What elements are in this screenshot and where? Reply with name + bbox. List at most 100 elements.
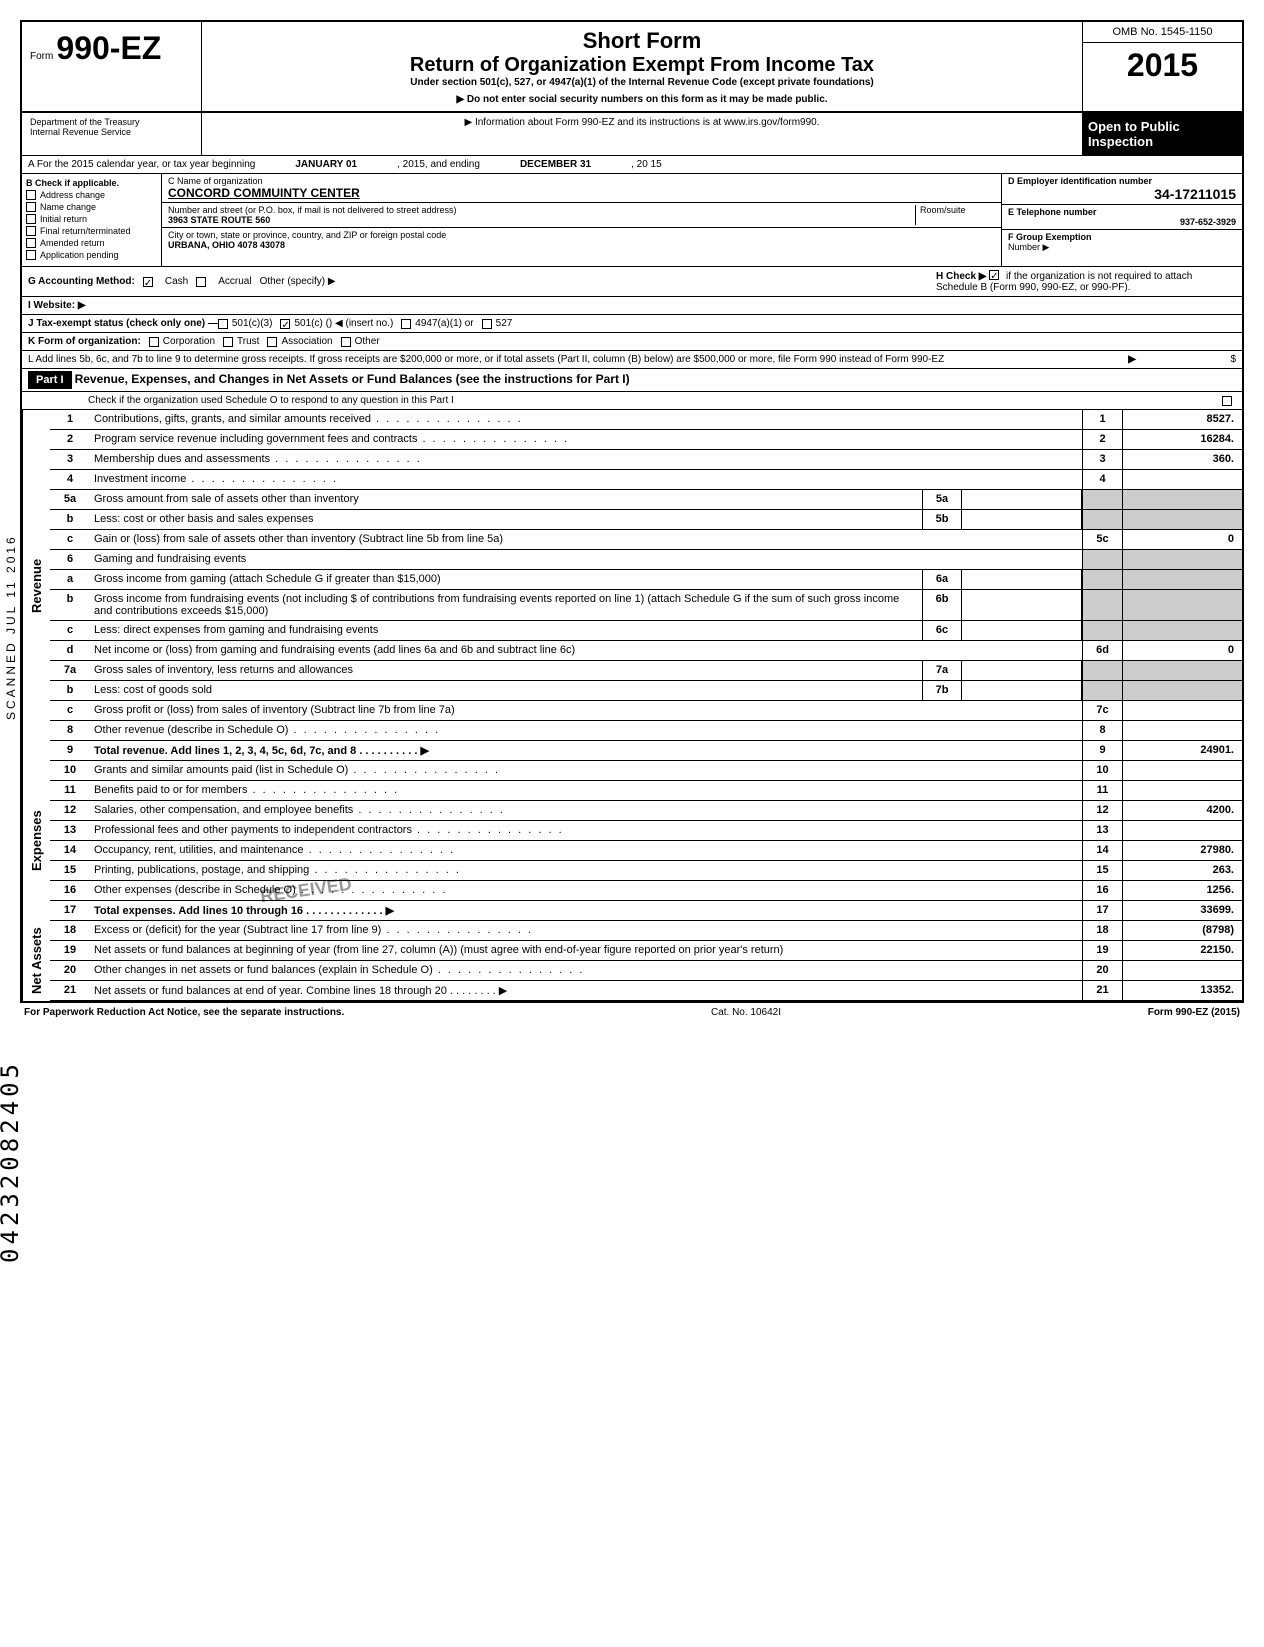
line-num: 4 [50,470,90,489]
line-desc: Total expenses. Add lines 10 through 16 [94,905,303,917]
part1-header-row: Part I Revenue, Expenses, and Changes in… [22,369,1242,392]
line-subbox: 6c [922,621,962,640]
chk-final-return[interactable]: Final return/terminated [26,226,157,236]
phone-row: E Telephone number 937-652-3929 [1002,205,1242,230]
line-desc: Other revenue (describe in Schedule O) [90,721,1082,740]
line-desc: Contributions, gifts, grants, and simila… [90,410,1082,429]
period-end: DECEMBER 31 [520,159,591,170]
line-rnum: 11 [1082,781,1122,800]
line-10: 10 Grants and similar amounts paid (list… [50,761,1242,781]
footer-left: For Paperwork Reduction Act Notice, see … [24,1007,344,1018]
return-title: Return of Organization Exempt From Incom… [208,54,1076,77]
trust-label: Trust [237,336,259,347]
line-12: 12 Salaries, other compensation, and emp… [50,801,1242,821]
line-desc: Net income or (loss) from gaming and fun… [90,641,1082,660]
chk-trust[interactable] [223,337,233,347]
chk-501c3[interactable] [218,319,228,329]
line-desc: Net assets or fund balances at end of ye… [94,985,447,997]
chk-4947[interactable] [401,319,411,329]
line-num: 15 [50,861,90,880]
line-rval: 0 [1122,530,1242,549]
scanned-stamp: SCANNED JUL 11 2016 [4,534,18,720]
open-to-public: Open to Public Inspection [1082,113,1242,155]
line-num: b [50,510,90,529]
section-a-period: A For the 2015 calendar year, or tax yea… [22,156,1242,174]
dln-number: 04232082405 [0,1060,24,1263]
line-rval: 16284. [1122,430,1242,449]
row-g-h: G Accounting Method: Cash Accrual Other … [22,267,1242,297]
chk-assoc[interactable] [267,337,277,347]
line-num: 19 [50,941,90,960]
chk-app-pending[interactable]: Application pending [26,250,157,260]
chk-cash[interactable] [143,277,153,287]
line-2: 2 Program service revenue including gove… [50,430,1242,450]
line-rval: 360. [1122,450,1242,469]
city-value: URBANA, OHIO 4078 43078 [168,240,995,250]
netassets-section: Net Assets 18 Excess or (deficit) for th… [22,921,1242,1001]
line-desc: Gaming and fundraising events [90,550,1082,569]
line-rnum: 17 [1082,901,1122,920]
line-num: c [50,621,90,640]
chk-name-change[interactable]: Name change [26,202,157,212]
line-rnum: 4 [1082,470,1122,489]
accrual-label: Accrual [218,276,251,287]
line-desc: Less: direct expenses from gaming and fu… [90,621,922,640]
line-17: 17 Total expenses. Add lines 10 through … [50,901,1242,921]
l-text: L Add lines 5b, 6c, and 7b to line 9 to … [28,354,1120,365]
period-begin: JANUARY 01 [295,159,357,170]
line-desc: Gross profit or (loss) from sales of inv… [90,701,1082,720]
501c-label: 501(c) ( [294,318,328,329]
line-num: 6 [50,550,90,569]
header-row: Form 990-EZ Short Form Return of Organiz… [22,22,1242,113]
chk-schedule-b[interactable] [989,270,999,280]
assoc-label: Association [281,336,332,347]
footer: For Paperwork Reduction Act Notice, see … [20,1003,1244,1022]
line-9: 9 Total revenue. Add lines 1, 2, 3, 4, 5… [50,741,1242,761]
line-desc: Program service revenue including govern… [90,430,1082,449]
line-rval: 13352. [1122,981,1242,1000]
line-5c: c Gain or (loss) from sale of assets oth… [50,530,1242,550]
line-8: 8 Other revenue (describe in Schedule O)… [50,721,1242,741]
line-rval: 24901. [1122,741,1242,760]
revenue-section: Revenue 1 Contributions, gifts, grants, … [22,410,1242,761]
line-rnum-shaded [1082,661,1122,680]
line-7b: b Less: cost of goods sold 7b [50,681,1242,701]
chk-label: Amended return [40,238,105,248]
period-mid: , 2015, and ending [397,159,480,170]
chk-527[interactable] [482,319,492,329]
chk-accrual[interactable] [196,277,206,287]
header-warn: ▶ Do not enter social security numbers o… [208,94,1076,105]
line-13: 13 Professional fees and other payments … [50,821,1242,841]
dept-row: Department of the Treasury Internal Reve… [22,113,1242,156]
line-subbox: 6b [922,590,962,620]
line-rval: 263. [1122,861,1242,880]
line-rnum: 15 [1082,861,1122,880]
phone-value: 937-652-3929 [1008,217,1236,227]
line-rval: 27980. [1122,841,1242,860]
chk-initial-return[interactable]: Initial return [26,214,157,224]
line-rval: 22150. [1122,941,1242,960]
line-desc: Total revenue. Add lines 1, 2, 3, 4, 5c,… [94,745,356,757]
line-5b: b Less: cost or other basis and sales ex… [50,510,1242,530]
line-rnum: 14 [1082,841,1122,860]
chk-corp[interactable] [149,337,159,347]
ein-value: 34-17211015 [1008,186,1236,202]
chk-schedule-o[interactable] [1222,396,1232,406]
chk-501c[interactable] [280,319,290,329]
line-subval [962,681,1082,700]
form-990ez-container: Form 990-EZ Short Form Return of Organiz… [20,20,1244,1003]
info-link: ▶ Information about Form 990-EZ and its … [202,113,1082,155]
street-row: Number and street (or P.O. box, if mail … [162,203,1001,228]
line-6d: d Net income or (loss) from gaming and f… [50,641,1242,661]
chk-other-org[interactable] [341,337,351,347]
chk-address-change[interactable]: Address change [26,190,157,200]
line-num: 21 [50,981,90,1000]
line-subval [962,570,1082,589]
line-num: b [50,681,90,700]
col-de: D Employer identification number 34-1721… [1002,174,1242,266]
chk-amended[interactable]: Amended return [26,238,157,248]
line-6: 6 Gaming and fundraising events [50,550,1242,570]
h-label: H Check ▶ [936,271,986,282]
line-rval-shaded [1122,661,1242,680]
line-num: 9 [50,741,90,760]
